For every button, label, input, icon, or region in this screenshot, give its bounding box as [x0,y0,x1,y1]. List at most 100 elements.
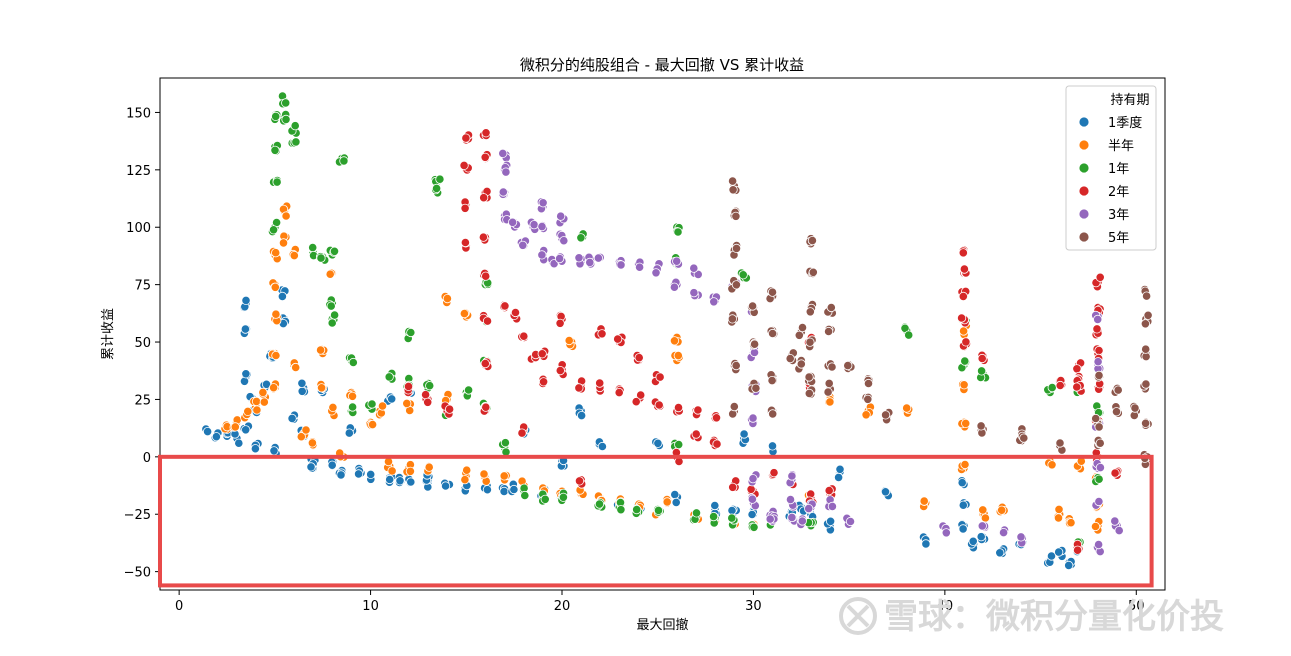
point-6-22-c2 [804,372,814,382]
point-3-56-c2 [1094,474,1104,484]
point-3-21-c2 [425,381,435,391]
point-4-3-c2 [444,404,455,414]
legend-label-4: 2年 [1108,185,1129,200]
point-4-26-c2 [574,476,585,486]
point-4-15-c2 [481,402,491,412]
point-2-22-c2 [347,391,358,401]
legend-label-6: 5年 [1108,231,1129,246]
y-tick-label-6: 100 [126,221,151,236]
point-5-10-c2 [537,250,547,260]
point-3-33-c2 [558,492,569,502]
point-2-28-c2 [424,462,434,472]
point-5-6-c2 [518,240,528,250]
point-2-14-c2 [291,362,301,373]
point-6-20-c2 [805,307,815,317]
point-4-56-c2 [1072,364,1082,374]
point-3-10-c2 [316,253,326,263]
point-1-14-c2 [269,446,279,456]
point-4-31-c2 [634,353,644,363]
point-1-64-c2 [958,500,968,510]
legend-label-5: 3年 [1108,208,1129,223]
legend-marker-1 [1078,116,1090,128]
point-2-54-c2 [902,403,912,413]
point-6-13-c2 [767,375,777,386]
point-4-21-c2 [537,349,547,359]
point-3-53-c2 [1047,382,1057,393]
point-2-56-c2 [958,326,969,336]
point-4-50-c2 [959,264,970,274]
point-6-44-c2 [1141,344,1151,354]
point-2-61-c2 [997,505,1007,515]
point-5-8-c2 [538,198,548,208]
point-3-32-c2 [540,494,550,504]
point-4-29-c2 [613,334,623,344]
point-1-54-c2 [767,441,778,451]
point-3-38-c2 [653,505,664,515]
point-5-35-c2 [765,514,775,524]
point-4-28-c2 [595,378,605,388]
y-tick-label-5: 75 [134,279,151,294]
point-1-19-c2 [297,378,307,388]
point-6-35-c2 [1055,438,1065,448]
point-3-35-c2 [594,499,605,509]
point-5-24-c2 [689,263,699,273]
point-5-38-c2 [787,471,797,481]
point-2-60-c2 [978,505,988,515]
scatter-marks [201,91,1153,571]
point-4-1-c2 [403,381,414,391]
point-4-25-c2 [574,383,584,393]
point-1-51-c2 [727,505,737,516]
point-4-67-c2 [1110,468,1120,478]
point-2-38-c2 [564,335,574,346]
point-6-1-c0 [727,176,738,186]
point-6-3-c2 [731,243,742,253]
point-6-32-c2 [976,421,986,431]
point-6-37-c1 [1091,413,1101,424]
point-6-27-c1 [824,378,834,388]
point-6-19-c2 [808,267,818,277]
point-1-24-c2 [336,470,346,480]
point-5-36-c2 [787,512,797,523]
watermark: 雪球：微积分量化价投 [839,597,1224,637]
point-1-17-c2 [287,413,297,423]
point-1-44-c2 [576,410,587,421]
point-5-15-c2 [574,253,584,263]
point-6-27-c2 [823,387,833,397]
point-4-14-c2 [480,358,490,369]
point-5-51-c2 [1093,357,1103,367]
point-5-32-c2 [748,474,758,484]
point-6-24-c2 [826,302,836,313]
point-2-60-c1 [980,513,991,523]
point-1-70-c2 [1046,551,1057,561]
point-1-49-c2 [671,497,681,507]
point-5-13-c2 [559,236,569,246]
point-2-25-c1 [387,466,397,476]
point-2-18-c2 [315,345,326,355]
point-4-35-c2 [673,402,684,413]
point-1-4-c2 [234,438,244,448]
point-1-39-c2 [509,484,519,495]
point-4-19-c2 [517,428,527,438]
point-1-67-c2 [976,532,986,542]
point-5-23-c2 [689,288,699,298]
point-6-31-c2 [880,410,891,420]
point-3-2-c2 [270,145,280,155]
y-tick-label-1: −25 [124,508,151,523]
point-4-6-c2 [460,203,470,213]
point-4-59-c2 [1073,545,1083,555]
point-6-30-c2 [863,394,873,404]
point-2-62-c2 [1047,460,1057,470]
point-3-12-c2 [326,301,336,311]
point-2-5-c2 [258,387,268,397]
point-6-10-c2 [751,383,761,393]
point-4-48-c2 [824,485,834,496]
point-3-15-c2 [348,357,358,368]
point-6-4-c2 [731,280,742,290]
point-4-40-c2 [712,439,722,449]
watermark-text: 雪球：微积分量化价投 [884,597,1224,637]
point-4-2-c2 [423,397,433,407]
point-1-8-c2 [241,295,251,305]
point-2-11-c2 [278,238,289,248]
x-tick-label-0: 0 [175,599,183,614]
